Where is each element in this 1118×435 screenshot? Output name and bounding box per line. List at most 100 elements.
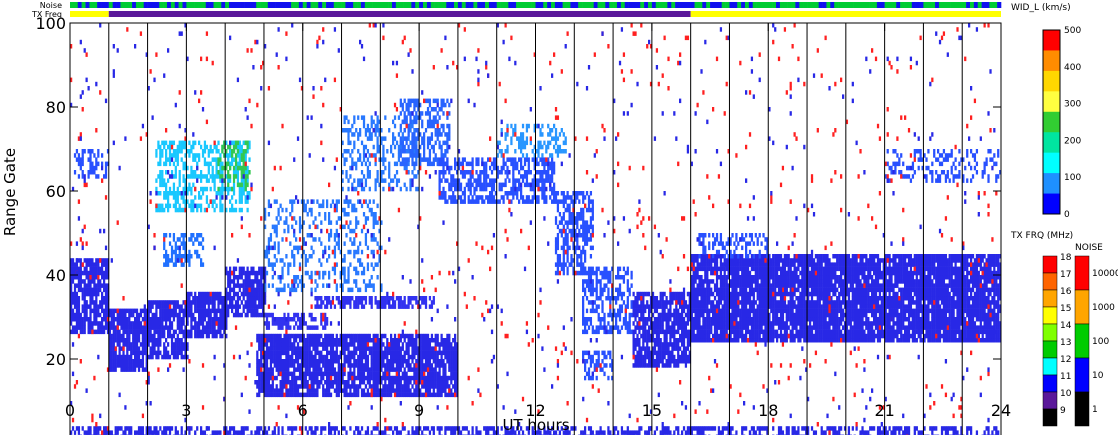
heatmap-cell [512, 182, 515, 188]
heatmap-cell [143, 346, 146, 351]
heatmap-cell [483, 174, 486, 179]
heatmap-cell [407, 144, 410, 150]
heatmap-cell [246, 149, 249, 154]
heatmap-cell [376, 338, 379, 343]
heatmap-cell [558, 258, 562, 263]
heatmap-cell [378, 367, 381, 372]
heatmap-cell [454, 195, 457, 200]
heatmap-cell [409, 123, 412, 129]
heatmap-cell [362, 144, 366, 150]
heatmap-cell [174, 191, 177, 196]
heatmap-cell [411, 304, 414, 309]
heatmap-cell [312, 363, 315, 368]
heatmap-cell [231, 149, 234, 154]
heatmap-cell [438, 363, 441, 368]
heatmap-cell [238, 195, 241, 200]
heatmap-cell [331, 359, 335, 364]
heatmap-cell [403, 350, 406, 356]
heatmap-cell [83, 296, 86, 301]
heatmap-cell [229, 178, 232, 183]
heatmap-cell [436, 380, 439, 385]
heatmap-cell [448, 367, 451, 372]
heatmap-cell [304, 380, 307, 385]
heatmap-cell [492, 195, 496, 200]
heatmap-cell [467, 178, 470, 183]
heatmap-cell [108, 359, 112, 364]
noise-segment [907, 2, 913, 8]
heatmap-cell [432, 371, 435, 377]
heatmap-cell [209, 144, 212, 150]
heatmap-cell [287, 371, 290, 377]
heatmap-cell [213, 296, 216, 301]
heatmap-cell [304, 354, 307, 360]
heatmap-cell [487, 199, 490, 204]
heatmap-cell [118, 346, 121, 351]
heatmap-cell [370, 283, 373, 288]
heatmap-cell [262, 363, 265, 368]
noise-segment [942, 2, 947, 8]
heatmap-cell [432, 149, 435, 154]
heatmap-cell [345, 354, 348, 360]
heatmap-cell [393, 359, 397, 364]
heatmap-cell [273, 363, 276, 368]
heatmap-cell [324, 346, 327, 351]
heatmap-cell [256, 333, 259, 339]
heatmap-cell [300, 354, 304, 360]
heatmap-cell [122, 359, 125, 364]
heatmap-cell [213, 333, 216, 339]
heatmap-cell [366, 388, 370, 393]
heatmap-cell [553, 123, 556, 129]
heatmap-cell [252, 279, 255, 284]
heatmap-cell [190, 317, 193, 322]
heatmap-cell [289, 287, 292, 293]
heatmap-cell [258, 392, 261, 398]
heatmap-cell [165, 191, 168, 196]
heatmap-cell [85, 291, 88, 297]
heatmap-cell [260, 359, 263, 364]
heatmap-cell [275, 199, 278, 204]
heatmap-cell [450, 165, 453, 171]
heatmap-cell [397, 304, 401, 309]
heatmap-cell [116, 317, 119, 322]
heatmap-cell [163, 300, 166, 305]
heatmap-cell [364, 367, 368, 372]
heatmap-cell [399, 350, 402, 356]
heatmap-cell [200, 329, 203, 335]
heatmap-cell [549, 140, 552, 146]
heatmap-cell [201, 262, 205, 267]
heatmap-cell [229, 270, 232, 276]
heatmap-cell [300, 392, 304, 398]
heatmap-cell [77, 312, 81, 318]
heatmap-cell [395, 161, 399, 167]
heatmap-cell [211, 333, 214, 339]
heatmap-cell [357, 296, 360, 301]
heatmap-cell [450, 182, 453, 188]
heatmap-cell [248, 270, 251, 276]
heatmap-cell [306, 371, 309, 377]
heatmap-cell [328, 350, 331, 356]
heatmap-cell [368, 170, 371, 175]
heatmap-cell [262, 291, 265, 297]
heatmap-cell [240, 283, 243, 288]
heatmap-cell [163, 140, 166, 146]
heatmap-cell [395, 367, 399, 372]
heatmap-cell [485, 174, 488, 179]
heatmap-cell [180, 144, 183, 150]
noise-segment [896, 2, 901, 8]
heatmap-cell [428, 363, 432, 368]
heatmap-cell [413, 161, 416, 167]
heatmap-cell [246, 296, 249, 301]
heatmap-cell [551, 128, 554, 133]
heatmap-cell [368, 380, 371, 385]
heatmap-cell [302, 380, 305, 385]
heatmap-cell [442, 186, 445, 192]
heatmap-cell [269, 384, 273, 389]
heatmap-cell [238, 312, 241, 318]
heatmap-cell [289, 392, 292, 398]
heatmap-cell [329, 333, 333, 339]
heatmap-cell [267, 392, 271, 398]
heatmap-cell [456, 384, 459, 389]
heatmap-cell [97, 262, 100, 267]
heatmap-cell [347, 119, 350, 125]
heatmap-cell [99, 287, 102, 293]
